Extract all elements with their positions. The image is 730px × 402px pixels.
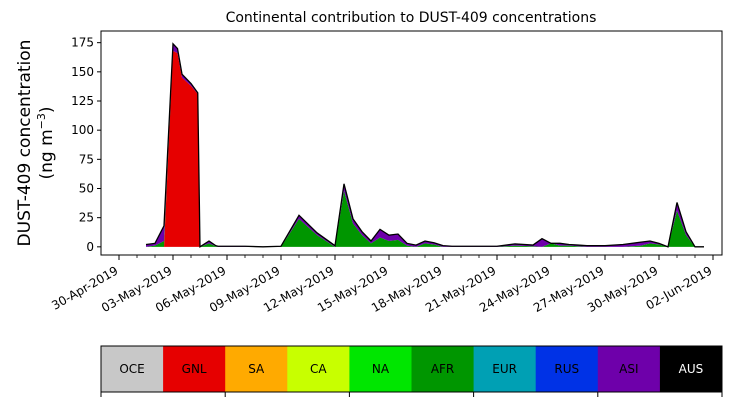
area-gnl [146, 50, 704, 247]
legend-label-eur: EUR [492, 362, 517, 376]
legend-swatch-sa [225, 346, 288, 392]
y-tick-label: 125 [71, 94, 94, 108]
x-axis: 30-Apr-201903-May-201906-May-201909-May-… [49, 255, 715, 315]
y-tick-label: 175 [71, 36, 94, 50]
y-tick-label: 75 [79, 152, 94, 166]
legend-label-asi: ASI [619, 362, 638, 376]
legend: OCE GNL SA CA NA AFR EUR RUS ASI AUS [100, 345, 723, 397]
y-tick-label: 100 [71, 123, 94, 137]
y-axis-label: DUST-409 concentration (ng m−3) [15, 40, 57, 247]
legend-swatch-oce [101, 346, 164, 392]
y-axis-label-line1: DUST-409 concentration [15, 40, 35, 247]
plot-frame [100, 30, 723, 256]
legend-label-ca: CA [310, 362, 327, 376]
legend-label-afr: AFR [431, 362, 454, 376]
legend-label-na: NA [372, 362, 390, 376]
legend-swatch-na [349, 346, 412, 392]
legend-label-aus: AUS [679, 362, 704, 376]
legend-swatch-ca [287, 346, 350, 392]
legend-frame [100, 345, 723, 393]
area-asi [146, 43, 704, 247]
legend-label-oce: OCE [119, 362, 144, 376]
total-outline [145, 42, 704, 249]
y-tick-label: 50 [79, 182, 94, 196]
y-tick-label: 0 [86, 240, 94, 254]
legend-label-gnl: GNL [182, 362, 207, 376]
legend-swatch-rus [535, 346, 599, 392]
legend-label-sa: SA [248, 362, 265, 376]
legend-swatch-asi [597, 346, 661, 392]
y-axis: 0 25 50 75 100 125 150 175 [71, 36, 101, 254]
y-axis-label-line2: (ng m−3) [35, 106, 57, 179]
legend-swatch-eur [473, 346, 537, 392]
legend-swatch-aus [659, 346, 723, 392]
legend-swatch-gnl [163, 346, 226, 392]
y-tick-label: 25 [79, 211, 94, 225]
total-line [145, 42, 704, 249]
series-areas [146, 43, 704, 247]
legend-label-rus: RUS [554, 362, 579, 376]
legend-swatch-afr [411, 346, 475, 392]
area-afr [146, 50, 704, 247]
y-tick-label: 150 [71, 65, 94, 79]
chart-title: Continental contribution to DUST-409 con… [226, 10, 597, 26]
